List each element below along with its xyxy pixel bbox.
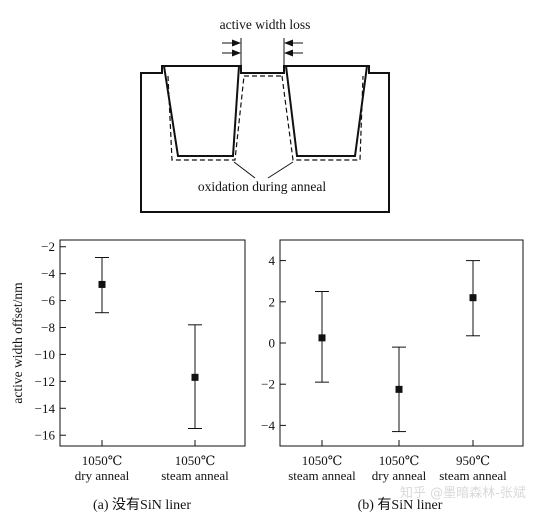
trench-cross-section-diagram: active width loss oxidation during annea… (140, 17, 390, 213)
data-point (191, 373, 199, 381)
x-tick-label-line2: steam anneal (439, 468, 507, 483)
y-tick-label: −4 (41, 266, 55, 281)
y-tick-label: −16 (35, 428, 56, 443)
arrowhead (284, 39, 293, 47)
data-point (98, 280, 106, 288)
chart-caption: (a) 没有SiN liner (93, 497, 191, 513)
arrowhead (232, 39, 241, 47)
y-tick-label: 0 (269, 336, 276, 351)
left-trench-dashed (167, 75, 245, 161)
x-tick-label-line1: 1050℃ (175, 453, 216, 468)
y-tick-label: 2 (269, 294, 276, 309)
chart-caption: (b) 有SiN liner (358, 497, 443, 513)
y-tick-label: −2 (41, 239, 55, 254)
oxidation-pointer-right (267, 161, 294, 179)
arrowhead (284, 49, 293, 57)
right-trench-solid (285, 65, 368, 157)
left-trench-solid (163, 65, 240, 157)
y-tick-label: −8 (41, 320, 55, 335)
data-point (469, 294, 477, 302)
y-tick-label: −10 (35, 347, 55, 362)
x-tick-label-line1: 950℃ (456, 453, 490, 468)
x-tick-label-line2: dry anneal (75, 468, 130, 483)
diagram-label-bottom: oxidation during anneal (198, 179, 326, 194)
y-tick-label: −14 (35, 401, 56, 416)
y-tick-label: −4 (261, 418, 275, 433)
x-tick-label-line2: steam anneal (161, 468, 229, 483)
x-tick-label-line1: 1050℃ (379, 453, 420, 468)
plot-frame (59, 239, 246, 447)
plot-frame (279, 239, 524, 447)
x-tick-label-line1: 1050℃ (82, 453, 123, 468)
y-tick-label: −2 (261, 377, 275, 392)
diagram-label-top: active width loss (220, 17, 311, 32)
y-axis-label: active width offset/nm (10, 282, 25, 404)
x-tick-label-line1: 1050℃ (302, 453, 343, 468)
arrowhead (232, 49, 241, 57)
y-tick-label: −12 (35, 374, 55, 389)
data-point (395, 385, 403, 393)
y-tick-label: −6 (41, 293, 55, 308)
right-trench-dashed (281, 75, 364, 161)
data-point (318, 334, 326, 342)
x-tick-label-line2: steam anneal (288, 468, 356, 483)
x-tick-label-line2: dry anneal (372, 468, 427, 483)
y-tick-label: 4 (269, 253, 276, 268)
watermark: 知乎 @墨暗森林-张斌 (400, 485, 526, 501)
oxidation-pointer-left (233, 161, 256, 179)
